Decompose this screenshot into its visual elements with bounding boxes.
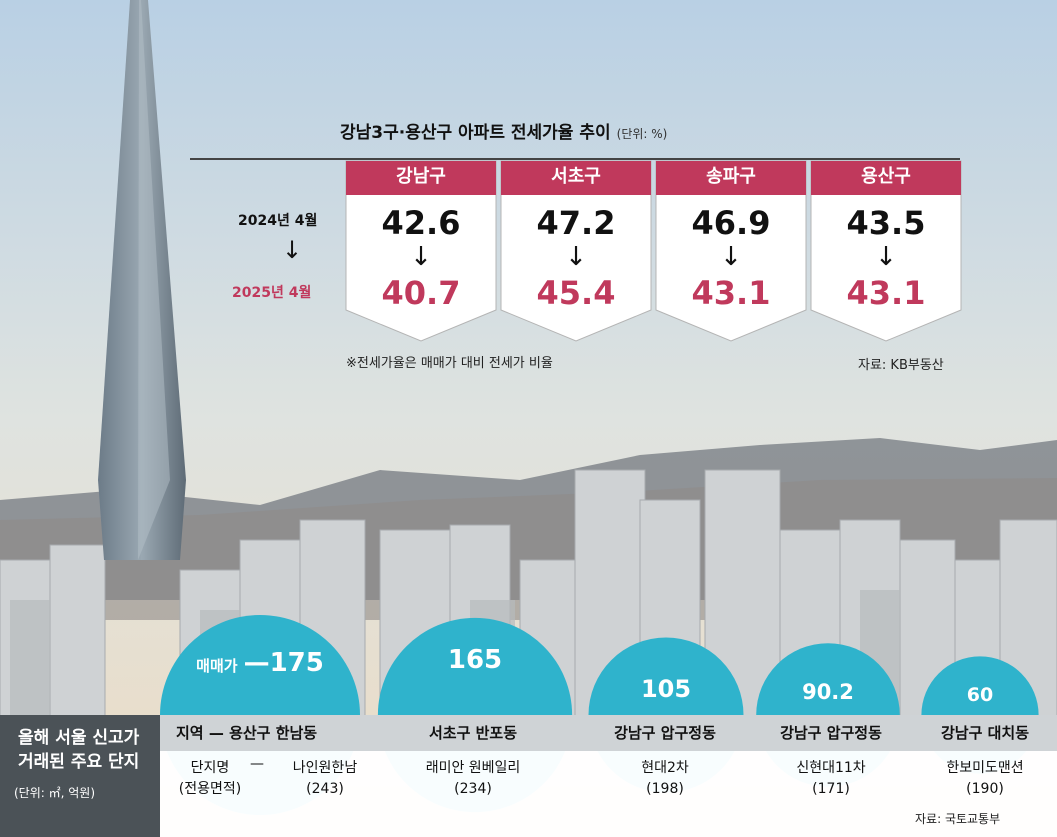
complex-1: 래미안 원베일리 (234) [398,758,548,800]
complex-table-unit: (단위: ㎡, 억원) [14,786,96,800]
region-0: 용산구 한남동 [229,724,318,742]
complex-table-header [0,715,1057,751]
complex-area: (243) [306,781,344,797]
value-2025: 43.1 [846,274,926,312]
card-shape [345,160,497,342]
header-dash: — [208,724,224,742]
value-2024: 46.9 [691,204,771,242]
bubble-label-3: 90.2 [802,680,854,704]
region-header-label: 지역 [176,724,204,742]
ratio-note: ※전세가율은 매매가 대비 전세가 비율 [346,356,553,371]
bubble-label-0: 매매가 —175 [160,648,360,678]
value-2024: 47.2 [536,204,616,242]
complex-row-label: 단지명 (전용면적) [170,758,250,800]
complex-name: 현대2차 [641,760,689,776]
card-shape [500,160,652,342]
card-shape [810,160,962,342]
bubble-label-2: 105 [640,675,692,703]
chart-title: 강남3구·용산구 아파트 전세가율 추이 (단위: %) [340,118,667,143]
source-molit: 자료: 국토교통부 [915,812,1001,826]
price-label: 매매가 [196,657,238,675]
complex-name: 나인원한남 [292,760,358,776]
complex-area: (171) [812,781,850,797]
complex-0: 나인원한남 (243) [270,758,380,800]
price-value: 175 [269,648,324,678]
down-arrow-icon: ↓ [875,242,897,272]
row-label-2024: 2024년 4월 [238,213,318,229]
title-line-2: 거래된 주요 단지 [18,752,140,772]
row-dash: — [250,756,264,772]
price-dash: — [243,648,270,678]
source-kb: 자료: KB부동산 [858,358,944,373]
region-2: 강남구 압구정동 [614,724,716,742]
district-card-songpa: 송파구 46.9 ↓ 43.1 [655,160,807,342]
complex-area: (190) [966,781,1004,797]
complex-area: (234) [454,781,492,797]
complex-2: 현대2차 (198) [590,758,740,800]
row-arrow-icon: ↓ [282,236,303,264]
district-name: 서초구 [551,166,601,187]
down-arrow-icon: ↓ [565,242,587,272]
complex-4: 한보미도맨션 (190) [920,758,1050,800]
district-card-gangnam: 강남구 42.6 ↓ 40.7 [345,160,497,342]
title-rule [190,158,960,160]
complex-3: 신현대11차 (171) [756,758,906,800]
region-3: 강남구 압구정동 [780,724,882,742]
jeonse-ratio-unit: (단위: %) [616,127,668,141]
bubble-label-4: 60 [966,684,994,706]
value-2024: 43.5 [846,204,926,242]
complex-table-label-block [0,715,160,837]
region-1: 서초구 반포동 [428,724,518,742]
district-card-seocho: 서초구 47.2 ↓ 45.4 [500,160,652,342]
down-arrow-icon: ↓ [410,242,432,272]
value-2025: 40.7 [381,274,461,312]
complex-area: (198) [646,781,684,797]
region-4: 강남구 대치동 [940,724,1030,742]
region-header: 지역 — 용산구 한남동 [176,722,317,743]
complex-header-line-1: 단지명 [190,760,230,776]
district-name: 용산구 [861,166,911,187]
title-line-1: 올해 서울 신고가 [18,728,140,748]
value-2024: 42.6 [381,204,461,242]
complex-name: 한보미도맨션 [946,760,1024,776]
jeonse-ratio-title: 강남3구·용산구 아파트 전세가율 추이 [340,123,611,143]
district-name: 송파구 [706,166,756,187]
value-2025: 45.4 [536,274,616,312]
complex-name: 래미안 원베일리 [425,760,521,776]
down-arrow-icon: ↓ [720,242,742,272]
complex-header-line-2: (전용면적) [178,781,242,797]
district-name: 강남구 [396,166,446,187]
complex-name: 신현대11차 [796,760,866,776]
bubble-label-1: 165 [447,645,503,675]
value-2025: 43.1 [691,274,771,312]
row-label-2025: 2025년 4월 [232,285,312,301]
card-shape [655,160,807,342]
district-card-yongsan: 용산구 43.5 ↓ 43.1 [810,160,962,342]
